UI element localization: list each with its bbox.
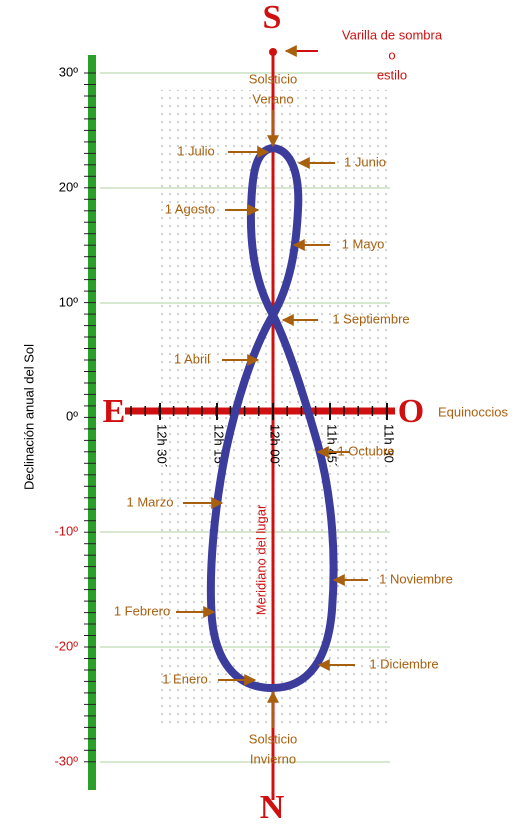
north-label: N (260, 789, 285, 826)
ruler-ticks (84, 72, 96, 763)
date-label: 1 Noviembre (379, 571, 453, 586)
hour-tick-label: 12h 00´ (268, 424, 283, 468)
y-tick-labels: 30º 20º 10º 0º -10º -20º -30º (54, 64, 78, 768)
solstice-label: Verano (252, 91, 293, 106)
y-axis-title: Declinación anual del Sol (21, 344, 36, 490)
south-label: S (263, 0, 282, 36)
solstice-label: Solsticio (249, 71, 297, 86)
y-tick-label: 0º (66, 408, 78, 423)
y-tick-label: 20º (59, 179, 78, 194)
date-labels: 1 Julio 1 Junio 1 Agosto 1 Mayo 1 Septiembre… (114, 143, 453, 686)
date-label: 1 Junio (344, 154, 386, 169)
declination-lines (100, 72, 390, 763)
analemma (206, 144, 338, 692)
equinox-label: Equinoccios (438, 404, 509, 419)
y-tick-label: -30º (54, 753, 78, 768)
solstice-label: Solsticio (249, 731, 297, 746)
date-label: 1 Enero (162, 671, 208, 686)
hour-ticks: 12h 30´ 12h 15´ 12h 00´ 11h 45´ 11h 30 (130, 403, 397, 468)
date-label: 1 Marzo (127, 494, 174, 509)
meridian-label: Meridiano del lugar (253, 504, 268, 615)
date-label: 1 Abril (174, 351, 210, 366)
declination-ruler (88, 55, 96, 790)
hour-tick-label: 11h 30 (382, 424, 397, 463)
date-label: 1 Febrero (114, 603, 170, 618)
east-label: E (103, 393, 126, 430)
date-label: 1 Mayo (342, 236, 385, 251)
stylus-point (269, 48, 277, 56)
stylus-label: estilo (377, 67, 407, 82)
date-label: 1 Octubre (337, 443, 394, 458)
y-tick-label: -20º (54, 638, 78, 653)
y-tick-label: 30º (59, 64, 78, 79)
date-label: 1 Julio (177, 143, 215, 158)
stylus-label: o (388, 47, 395, 62)
y-tick-label: -10º (54, 523, 78, 538)
stylus-label: Varilla de sombra (342, 27, 443, 42)
date-label: 1 Septiembre (332, 311, 409, 326)
hour-tick-label: 12h 30´ (155, 424, 170, 468)
west-label: O (398, 393, 424, 430)
date-label: 1 Diciembre (369, 656, 438, 671)
solstice-label: Invierno (250, 751, 296, 766)
y-tick-label: 10º (59, 294, 78, 309)
date-label: 1 Agosto (165, 201, 216, 216)
